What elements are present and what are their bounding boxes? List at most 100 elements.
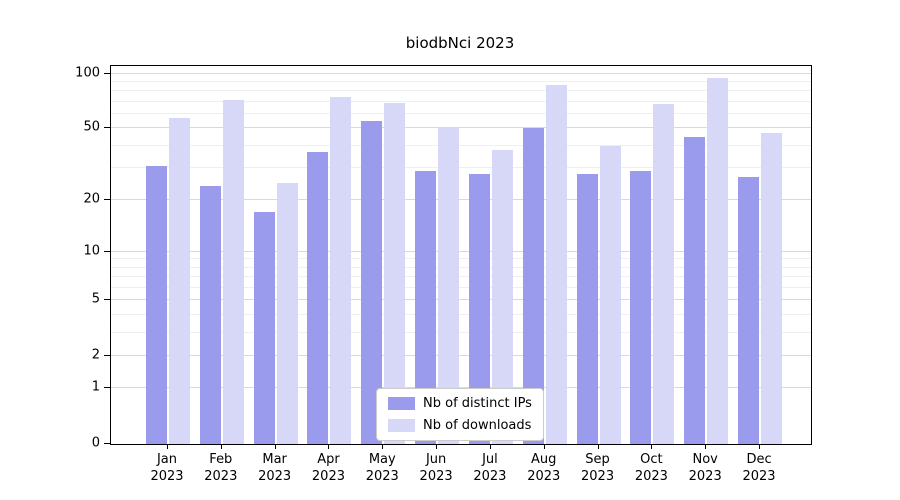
minor-gridline — [111, 113, 811, 115]
x-tick-label-line: Aug — [531, 452, 557, 467]
major-gridline — [111, 299, 811, 301]
x-tick-label-line: 2023 — [742, 468, 776, 484]
x-tick-label-line: 2023 — [581, 468, 615, 484]
y-tick-label: 5 — [91, 291, 100, 307]
x-tick-label-line: Feb — [209, 452, 233, 467]
minor-gridline — [111, 100, 811, 102]
bar-distinct-ips-nov — [684, 136, 706, 444]
chart-title: biodbNci 2023 — [405, 34, 515, 52]
x-tick-label-line: Mar — [262, 452, 287, 467]
x-tick-label-line: 2023 — [688, 468, 722, 484]
legend-swatch-downloads — [388, 419, 415, 432]
x-tick-label: Oct 2023 — [635, 452, 668, 486]
bar-distinct-ips-oct — [630, 171, 652, 444]
bar-downloads-oct — [653, 104, 675, 444]
y-tick-label: 0 — [91, 435, 100, 451]
x-tick-label-line: 2023 — [419, 468, 453, 484]
x-tick-label-line: Jan — [156, 452, 178, 467]
x-tick-mark — [328, 444, 330, 449]
bar-downloads-nov — [707, 77, 729, 444]
x-tick-label: May 2023 — [366, 452, 399, 486]
x-tick-mark — [705, 444, 707, 449]
bar-downloads-jan — [169, 118, 190, 444]
x-tick-mark — [543, 444, 545, 449]
major-gridline — [111, 250, 811, 252]
bar-downloads-feb — [222, 99, 244, 444]
legend-label-distinct-ips: Nb of distinct IPs — [423, 396, 532, 411]
legend-label-downloads: Nb of downloads — [423, 418, 532, 433]
legend: Nb of distinct IPs Nb of downloads — [376, 388, 544, 441]
bar-downloads-jun — [438, 128, 460, 444]
bar-downloads-sep — [599, 145, 621, 444]
x-tick-label-line: 2023 — [150, 468, 184, 484]
bar-distinct-ips-may — [361, 120, 383, 444]
major-gridline — [111, 127, 811, 129]
y-tick-label: 10 — [83, 243, 100, 259]
x-tick-label: Aug 2023 — [527, 452, 560, 486]
x-tick-label-line: 2023 — [311, 468, 345, 484]
x-tick-mark — [220, 444, 222, 449]
minor-gridline — [111, 313, 811, 315]
x-tick-label: Apr 2023 — [312, 452, 345, 486]
bar-distinct-ips-feb — [199, 185, 221, 444]
x-tick-mark — [651, 444, 653, 449]
x-tick-mark — [274, 444, 276, 449]
minor-gridline — [111, 266, 811, 268]
major-gridline — [111, 72, 811, 74]
minor-gridline — [111, 331, 811, 333]
major-gridline — [111, 354, 811, 356]
x-tick-label: Feb 2023 — [204, 452, 237, 486]
x-tick-label: Jan 2023 — [150, 452, 183, 486]
x-tick-label-line: Sep — [585, 452, 610, 467]
legend-swatch-distinct-ips — [388, 397, 415, 410]
x-tick-label-line: Apr — [317, 452, 340, 467]
bar-downloads-may — [384, 103, 406, 444]
y-tick-label: 50 — [83, 119, 100, 135]
y-tick-label: 1 — [91, 379, 100, 395]
y-tick-mark — [104, 299, 110, 301]
minor-gridline — [111, 90, 811, 92]
bar-distinct-ips-jun — [415, 171, 437, 444]
y-tick-mark — [104, 198, 110, 200]
x-tick-label-line: Dec — [746, 452, 772, 467]
bar-distinct-ips-apr — [307, 152, 329, 444]
major-gridline — [111, 198, 811, 200]
x-tick-label-line: Oct — [640, 452, 663, 467]
y-tick-mark — [104, 250, 110, 252]
x-tick-mark — [382, 444, 384, 449]
legend-entry-downloads: Nb of downloads — [388, 418, 532, 433]
bar-distinct-ips-jul — [468, 173, 490, 444]
y-tick-label: 20 — [83, 191, 100, 207]
x-tick-label-line: 2023 — [365, 468, 399, 484]
bar-downloads-mar — [276, 182, 298, 444]
bar-downloads-aug — [545, 84, 567, 444]
bar-downloads-dec — [761, 133, 783, 444]
minor-gridline — [111, 276, 811, 278]
y-tick-mark — [104, 127, 110, 129]
x-tick-label-line: 2023 — [634, 468, 668, 484]
x-tick-label-line: 2023 — [204, 468, 238, 484]
bar-distinct-ips-aug — [522, 128, 544, 444]
x-tick-label-line: Nov — [692, 452, 718, 467]
plot-area — [110, 65, 812, 445]
y-tick-mark — [104, 354, 110, 356]
legend-entry-distinct-ips: Nb of distinct IPs — [388, 396, 532, 411]
y-tick-mark — [104, 387, 110, 389]
minor-gridline — [111, 144, 811, 146]
x-tick-label-line: Jul — [482, 452, 498, 467]
x-tick-label-line: 2023 — [527, 468, 561, 484]
minor-gridline — [111, 286, 811, 288]
bar-downloads-apr — [330, 97, 352, 444]
x-tick-label: Jun 2023 — [420, 452, 453, 486]
minor-gridline — [111, 258, 811, 260]
x-tick-label: Dec 2023 — [742, 452, 775, 486]
x-tick-label-line: Jun — [425, 452, 447, 467]
bar-distinct-ips-jan — [146, 165, 167, 444]
x-tick-mark — [167, 444, 168, 449]
x-tick-mark — [597, 444, 599, 449]
x-tick-label-line: 2023 — [258, 468, 292, 484]
minor-gridline — [111, 80, 811, 82]
x-tick-label-line: May — [368, 452, 396, 467]
x-tick-label: Nov 2023 — [689, 452, 722, 486]
